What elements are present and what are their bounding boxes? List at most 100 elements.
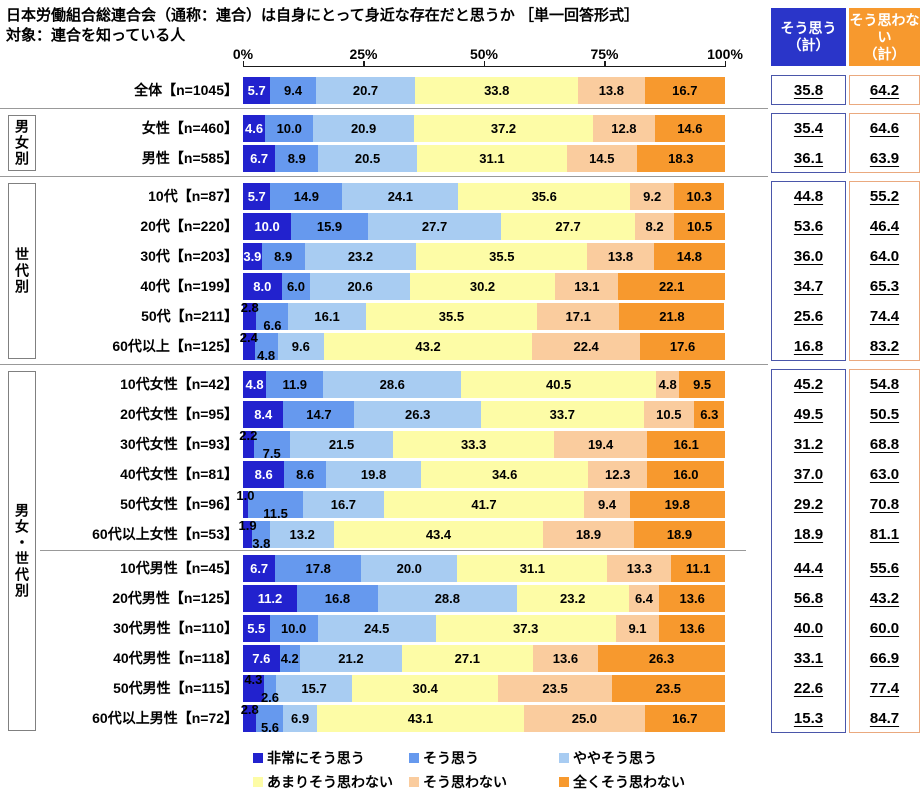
chart-row: 男性【n=585】 6.7 8.9 20.5 31.1 14.5 18.3 bbox=[0, 143, 768, 173]
x-axis-tick-mark bbox=[483, 61, 485, 67]
segment-value: 37.2 bbox=[490, 120, 517, 136]
segment-value: 27.1 bbox=[454, 650, 480, 666]
segment-value-lowered: 4.8 bbox=[257, 347, 276, 363]
stacked-bar: 16.1 35.5 17.1 21.8 2.8 6.6 bbox=[241, 300, 725, 333]
stacked-bar: 4.6 10.0 20.9 37.2 12.8 14.6 bbox=[243, 114, 725, 142]
chart-row: 30代男性【n=110】 5.5 10.0 24.5 37.3 9.1 13.6 bbox=[0, 613, 768, 643]
bar-segment-5: 23.5 bbox=[498, 674, 612, 702]
legend-swatch-icon bbox=[253, 776, 263, 787]
summary-value-text: 66.9 bbox=[869, 650, 900, 667]
summary-value-text: 34.7 bbox=[793, 278, 824, 295]
segment-value: 24.5 bbox=[364, 620, 390, 636]
segment-value: 10.0 bbox=[276, 120, 302, 136]
summary-value-text: 43.2 bbox=[869, 590, 900, 607]
segment-value: 8.0 bbox=[253, 278, 272, 294]
summary-value-text: 25.6 bbox=[793, 308, 824, 325]
segment-value: 6.4 bbox=[634, 590, 654, 606]
segment-value: 8.9 bbox=[287, 150, 306, 166]
bar-segment-5: 10.5 bbox=[643, 400, 695, 428]
summary-group-cell: 64.2 bbox=[849, 75, 920, 105]
segment-value: 22.1 bbox=[659, 278, 685, 294]
chart-row: 50代男性【n=115】 15.7 30.4 23.5 23.5 4.3 2.6 bbox=[0, 672, 768, 705]
subgroup-separator bbox=[0, 549, 768, 553]
bar-segment-2 bbox=[256, 302, 289, 330]
chart-row: 10代【n=87】 5.7 14.9 24.1 35.6 9.2 10.3 bbox=[0, 181, 768, 211]
summary-column-disagree: そう思わない （計） 64.2 64.6 63.9 55.2 46.4 64.0 65.3 74… bbox=[849, 0, 920, 802]
segment-value: 20.7 bbox=[352, 82, 379, 98]
bar-segment-3: 24.5 bbox=[317, 614, 436, 642]
segment-value: 6.7 bbox=[250, 560, 269, 576]
stacked-bar: 21.5 33.3 19.4 16.1 2.2 7.5 bbox=[239, 428, 725, 461]
bar-segment-4: 35.5 bbox=[416, 242, 588, 270]
segment-value: 19.8 bbox=[360, 466, 387, 482]
bar-segment-4: 33.7 bbox=[481, 400, 644, 428]
legend-swatch-icon bbox=[559, 752, 569, 763]
summary-value: 35.4 bbox=[772, 114, 845, 144]
bar-segment-1: 5.7 bbox=[243, 182, 271, 210]
bar-segment-5: 13.3 bbox=[607, 554, 672, 582]
segment-value: 21.5 bbox=[328, 436, 355, 452]
segment-value: 8.4 bbox=[254, 406, 273, 422]
bar-segment-3: 20.5 bbox=[318, 144, 417, 172]
segment-value-raised: 2.4 bbox=[239, 329, 258, 345]
segment-value-raised: 1.0 bbox=[236, 487, 255, 503]
bar-segment-5: 12.8 bbox=[593, 114, 655, 142]
legend-swatch-icon bbox=[409, 752, 419, 763]
bar-segment-1: 8.4 bbox=[243, 400, 284, 428]
summary-value-text: 77.4 bbox=[869, 680, 900, 697]
legend-item: そう思う bbox=[409, 748, 559, 767]
summary-value-text: 44.8 bbox=[793, 188, 824, 205]
summary-value: 25.6 bbox=[772, 302, 845, 332]
stacked-bar: 6.7 17.8 20.0 31.1 13.3 11.1 bbox=[243, 554, 725, 582]
summary-value-text: 31.2 bbox=[793, 436, 824, 453]
summary-value: 83.2 bbox=[850, 332, 919, 362]
bar-segment-3: 20.0 bbox=[361, 554, 458, 582]
segment-value: 10.3 bbox=[686, 188, 712, 204]
bar-segment-2: 4.2 bbox=[279, 644, 300, 672]
bar-segment-1: 4.6 bbox=[243, 114, 266, 142]
summary-value: 49.5 bbox=[772, 400, 845, 430]
bar-segment-5: 13.8 bbox=[587, 242, 654, 270]
segment-value: 17.1 bbox=[565, 308, 591, 324]
bar-segment-3: 21.2 bbox=[299, 644, 403, 672]
segment-value: 20.6 bbox=[347, 278, 373, 294]
bar-segment-1 bbox=[243, 430, 254, 458]
segment-value: 9.4 bbox=[284, 82, 303, 98]
group-label: 世代別 bbox=[8, 183, 36, 359]
summary-value-text: 46.4 bbox=[869, 218, 900, 235]
separator-line bbox=[0, 108, 768, 109]
summary-value-text: 16.8 bbox=[793, 338, 824, 355]
bar-segment-1: 6.7 bbox=[243, 144, 276, 172]
segment-value: 21.2 bbox=[338, 650, 364, 666]
segment-value: 8.2 bbox=[645, 218, 664, 234]
segment-value: 20.9 bbox=[350, 120, 377, 136]
group-label: 男女・世代別 bbox=[8, 371, 36, 731]
bar-segment-1 bbox=[243, 674, 264, 702]
segment-value: 23.2 bbox=[560, 590, 586, 606]
summary-value: 16.8 bbox=[772, 332, 845, 362]
bar-segment-6: 17.6 bbox=[640, 332, 725, 360]
bar-segment-2: 14.7 bbox=[283, 400, 355, 428]
bar-segment-3: 20.6 bbox=[310, 272, 410, 300]
summary-value: 84.7 bbox=[850, 704, 919, 734]
bar-segment-5: 12.3 bbox=[588, 460, 648, 488]
summary-value: 37.0 bbox=[772, 460, 845, 490]
segment-value: 33.3 bbox=[460, 436, 487, 452]
summary-value: 54.8 bbox=[850, 370, 919, 400]
summary-value-text: 56.8 bbox=[793, 590, 824, 607]
segment-value: 9.1 bbox=[628, 620, 647, 636]
segment-value: 21.8 bbox=[659, 308, 685, 324]
chart-rows-area: 全体【n=1045】 5.7 9.4 20.7 33.8 13.8 16.7 男女別 女性【n=… bbox=[0, 75, 768, 735]
chart-row: 全体【n=1045】 5.7 9.4 20.7 33.8 13.8 16.7 bbox=[0, 75, 768, 105]
bar-segment-4: 23.2 bbox=[516, 584, 629, 612]
summary-value-text: 36.1 bbox=[793, 150, 824, 167]
segment-value: 20.0 bbox=[396, 560, 422, 576]
chart-row: 60代以上女性【n=53】 13.2 43.4 18.9 18.9 1.9 3.8 bbox=[0, 518, 768, 551]
x-axis-tick-mark bbox=[242, 61, 244, 67]
legend-label: ややそう思う bbox=[573, 749, 657, 766]
legend-item: そう思わない bbox=[409, 772, 559, 791]
bar-segment-2: 15.9 bbox=[291, 212, 368, 240]
chart-row: 40代女性【n=81】 8.6 8.6 19.8 34.6 12.3 16.0 bbox=[0, 459, 768, 489]
row-group: 全体【n=1045】 5.7 9.4 20.7 33.8 13.8 16.7 bbox=[0, 75, 768, 105]
segment-value: 26.3 bbox=[648, 650, 675, 666]
